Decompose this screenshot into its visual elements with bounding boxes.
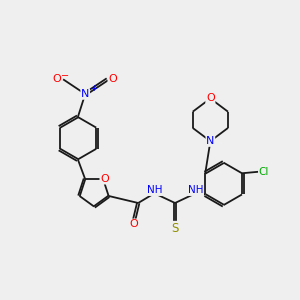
Text: O: O: [206, 94, 215, 103]
Text: S: S: [171, 221, 179, 235]
Text: Cl: Cl: [259, 167, 269, 177]
Text: +: +: [90, 84, 97, 93]
Text: N: N: [206, 136, 214, 146]
Text: NH: NH: [188, 185, 203, 195]
Text: O: O: [108, 74, 117, 84]
Text: O: O: [52, 74, 61, 84]
Text: O: O: [100, 174, 109, 184]
Text: NH: NH: [147, 185, 162, 195]
Text: −: −: [61, 71, 69, 81]
Text: O: O: [129, 219, 138, 229]
Text: N: N: [81, 89, 89, 99]
